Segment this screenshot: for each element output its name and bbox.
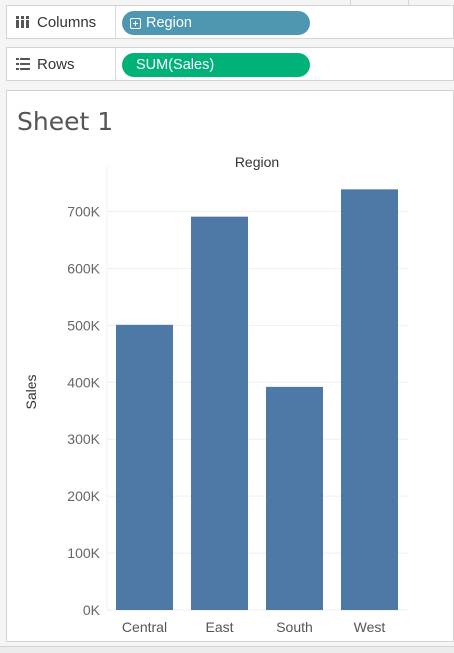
y-tick-label: 700K (67, 204, 100, 220)
rows-icon (15, 57, 31, 71)
toolbar-divider (350, 0, 351, 6)
sheet-panel: Sheet 1 Region Sales 0K 100K 200K 300K 400K 500… (6, 90, 454, 642)
sum-sales-pill[interactable]: SUM(Sales) (122, 53, 310, 77)
bar-east[interactable] (191, 216, 248, 610)
columns-label-text: Columns (37, 13, 97, 31)
columns-shelf[interactable]: Columns Region (6, 5, 454, 39)
x-tick-label: South (276, 619, 313, 635)
bar-south[interactable] (266, 386, 323, 610)
bar-chart: Region Sales 0K 100K 200K 300K 400K 500K 600K 700… (23, 154, 407, 635)
sum-sales-pill-label: SUM(Sales) (136, 57, 215, 73)
bar-central[interactable] (116, 324, 173, 610)
y-tick-label: 500K (67, 317, 100, 333)
x-tick-label: East (205, 619, 233, 635)
chart-title: Region (235, 154, 279, 170)
y-tick-label: 200K (67, 488, 100, 504)
expand-plus-icon[interactable] (130, 17, 141, 29)
columns-shelf-label: Columns (7, 6, 116, 38)
region-pill-label: Region (146, 15, 192, 31)
y-tick-label: 600K (67, 260, 100, 276)
rows-label-text: Rows (37, 55, 75, 73)
x-tick-label: West (354, 619, 386, 635)
y-tick-label: 0K (83, 602, 101, 618)
rows-shelf-label: Rows (7, 48, 116, 80)
columns-icon (15, 15, 31, 29)
bottom-bar (0, 646, 454, 653)
x-tick-label: Central (122, 619, 167, 635)
bar-west[interactable] (341, 189, 398, 610)
region-pill[interactable]: Region (122, 11, 310, 35)
toolbar-divider (408, 0, 409, 6)
y-axis-label: Sales (23, 374, 39, 409)
sheet-title: Sheet 1 (17, 107, 114, 136)
y-tick-label: 400K (67, 374, 100, 390)
rows-shelf[interactable]: Rows SUM(Sales) (6, 47, 454, 81)
y-tick-label: 100K (67, 545, 100, 561)
y-tick-label: 300K (67, 431, 100, 447)
